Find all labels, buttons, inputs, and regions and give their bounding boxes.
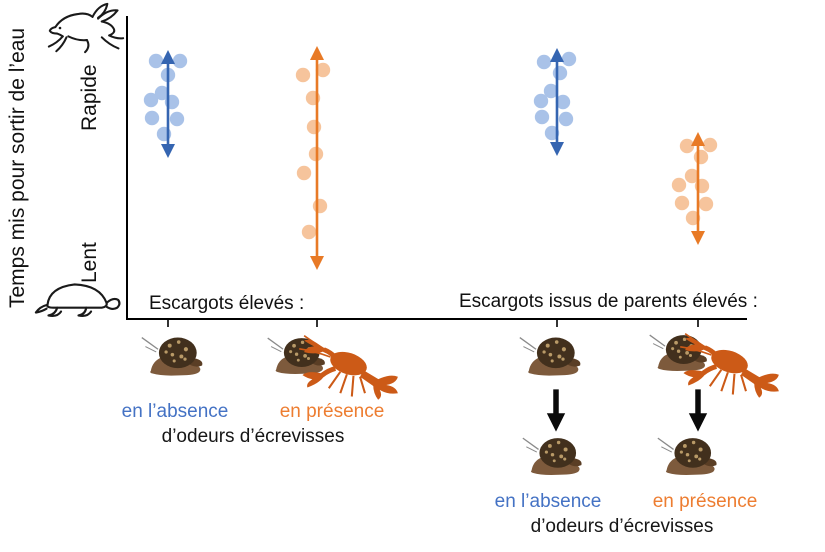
down-arrow-icon-absence: [545, 388, 567, 433]
legend-reared-presence: en présence: [279, 401, 385, 422]
snail-image-offspring-presence: [656, 432, 726, 480]
down-arrow-icon-presence: [687, 388, 709, 433]
y-axis-label: Temps mis pour sortir de l’eau: [6, 27, 29, 309]
crayfish-icon-reared: [295, 334, 407, 408]
legend-reared-shared: d’odeurs d’écrevisses: [161, 426, 345, 447]
legend-offspring-absence: en l’absence: [494, 491, 602, 512]
turtle-icon: [32, 277, 124, 319]
legend-offspring-presence: en présence: [652, 491, 758, 512]
snail-image-parent-absence: [518, 331, 590, 381]
group-header-reared: Escargots élevés :: [149, 293, 305, 314]
group-header-parents: Escargots issus de parents élevés :: [459, 291, 758, 312]
legend-reared-absence: en l’absence: [121, 401, 229, 422]
legend-offspring-shared: d’odeurs d’écrevisses: [530, 516, 714, 537]
rabbit-icon: [44, 2, 128, 54]
y-axis-fast-label: Rapide: [78, 64, 101, 132]
snail-image-offspring-absence: [521, 432, 591, 480]
snail-image-reared-absence: [140, 331, 212, 381]
